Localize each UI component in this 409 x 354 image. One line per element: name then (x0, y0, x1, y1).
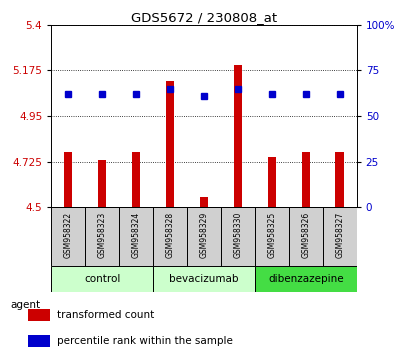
Text: GSM958327: GSM958327 (335, 212, 344, 258)
Bar (153, 266, 254, 292)
Text: GSM958323: GSM958323 (97, 212, 106, 258)
Bar (51, 207, 85, 266)
Bar (267, 157, 275, 207)
Bar (301, 153, 309, 207)
Bar (165, 81, 174, 207)
Bar (322, 207, 356, 266)
Text: GSM958324: GSM958324 (131, 212, 140, 258)
Title: GDS5672 / 230808_at: GDS5672 / 230808_at (130, 11, 276, 24)
Bar (335, 153, 343, 207)
Bar (199, 197, 208, 207)
Bar (119, 207, 153, 266)
Bar (98, 160, 106, 207)
Bar (254, 266, 356, 292)
Text: agent: agent (10, 300, 40, 310)
Text: GSM958329: GSM958329 (199, 212, 208, 258)
Bar (220, 207, 254, 266)
Bar (233, 65, 242, 207)
Bar (51, 266, 153, 292)
Bar (28, 309, 50, 321)
Text: GSM958325: GSM958325 (267, 212, 276, 258)
Text: control: control (84, 274, 120, 284)
Text: GSM958322: GSM958322 (63, 212, 72, 258)
Text: bevacizumab: bevacizumab (169, 274, 238, 284)
Bar (28, 335, 50, 347)
Text: GSM958330: GSM958330 (233, 212, 242, 258)
Bar (187, 207, 220, 266)
Bar (153, 207, 187, 266)
Text: percentile rank within the sample: percentile rank within the sample (57, 336, 233, 346)
Text: dibenzazepine: dibenzazepine (267, 274, 343, 284)
Bar (132, 153, 140, 207)
Text: transformed count: transformed count (57, 310, 154, 320)
Bar (64, 153, 72, 207)
Text: GSM958328: GSM958328 (165, 212, 174, 258)
Text: GSM958326: GSM958326 (301, 212, 310, 258)
Bar (85, 207, 119, 266)
Bar (254, 207, 288, 266)
Bar (288, 207, 322, 266)
